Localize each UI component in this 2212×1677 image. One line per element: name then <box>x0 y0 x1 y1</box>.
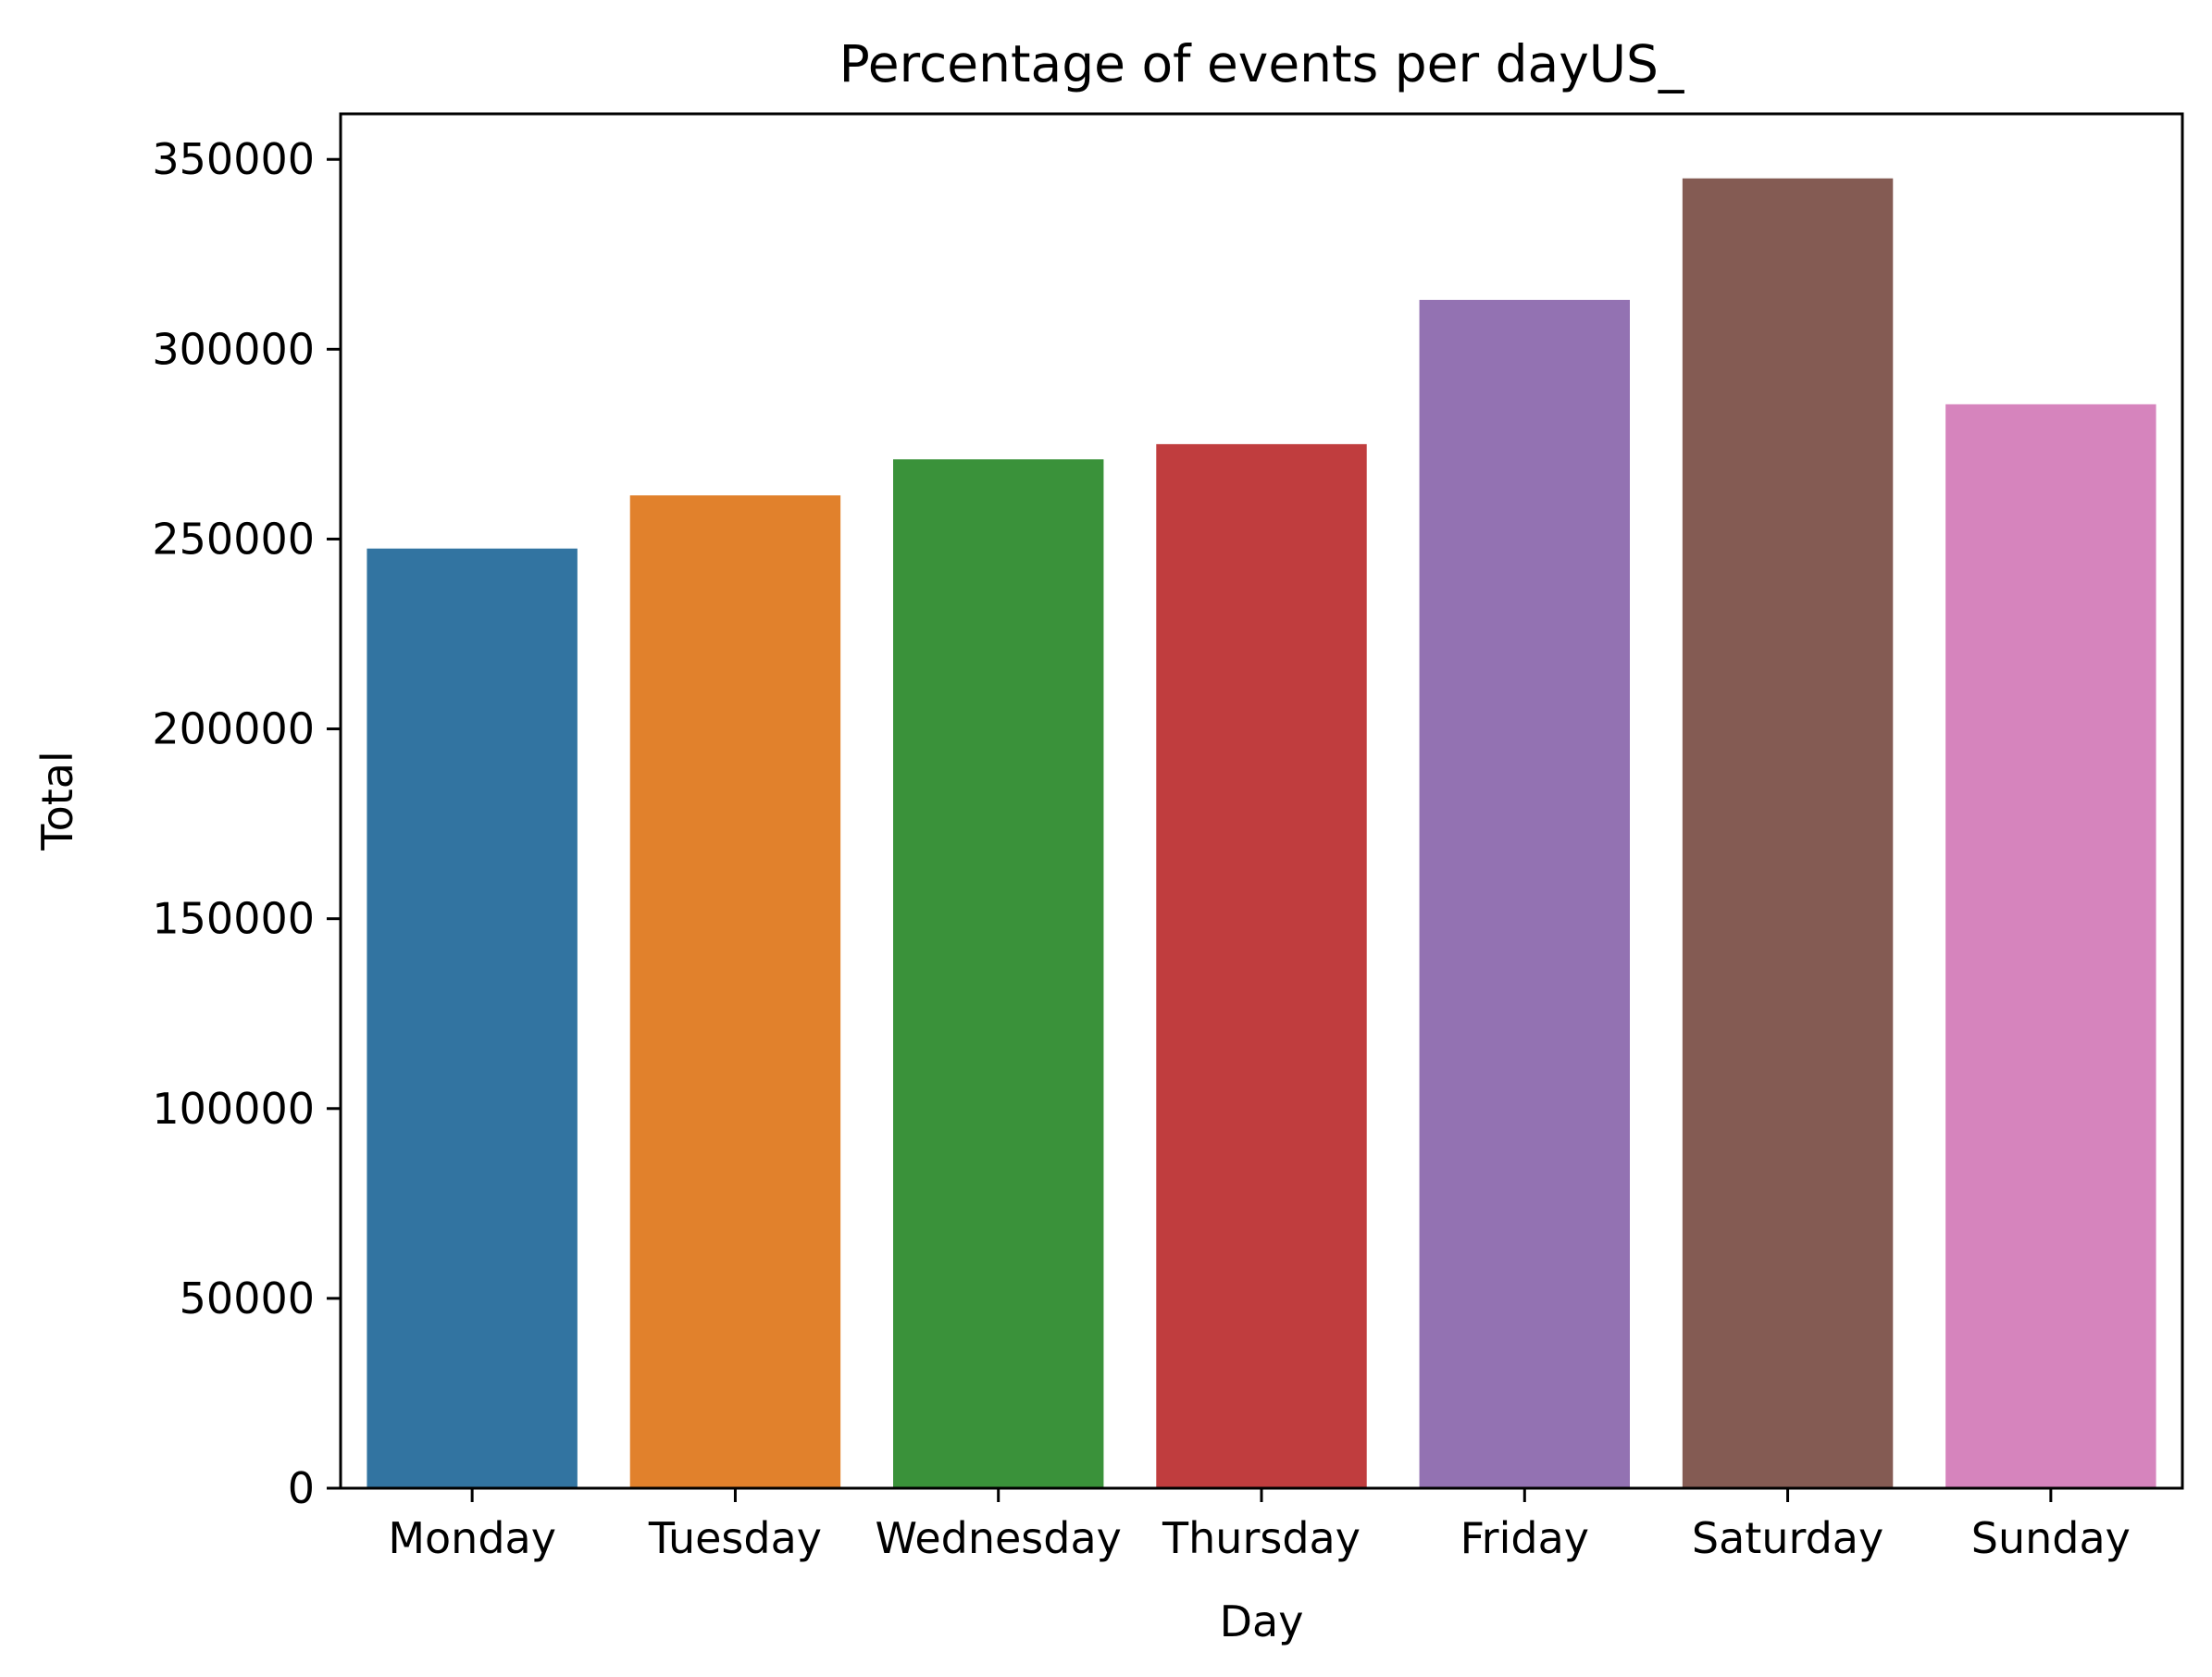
y-tick-label: 300000 <box>152 324 315 374</box>
x-axis-label: Day <box>1220 1596 1304 1646</box>
bar-saturday <box>1682 178 1894 1489</box>
x-tick-label: Wednesday <box>876 1513 1122 1563</box>
y-tick-label: 50000 <box>180 1273 315 1323</box>
x-tick-label: Friday <box>1460 1513 1589 1563</box>
x-axis-ticks: Monday Tuesday Wednesday Thursday Friday Satu… <box>388 1488 2131 1563</box>
y-tick-label: 350000 <box>152 134 315 184</box>
bar-tuesday <box>629 495 841 1488</box>
x-tick-label: Monday <box>388 1513 556 1563</box>
x-tick-label: Sunday <box>1971 1513 2131 1563</box>
bar-wednesday <box>893 459 1104 1488</box>
y-tick-label: 100000 <box>152 1084 315 1134</box>
y-axis-ticks: 0 50000 100000 150000 200000 250000 300000 3500… <box>152 134 341 1513</box>
y-tick-label: 150000 <box>152 894 315 944</box>
plot-frame <box>339 112 2184 1490</box>
bar-sunday <box>1945 404 2156 1488</box>
bar-thursday <box>1156 443 1367 1488</box>
bar-friday <box>1419 300 1630 1488</box>
x-tick-label: Tuesday <box>648 1513 822 1563</box>
y-tick-label: 0 <box>288 1463 315 1513</box>
y-tick-label: 200000 <box>152 704 315 754</box>
chart-title: Percentage of events per dayUS_ <box>839 34 1685 93</box>
x-tick-label: Thursday <box>1162 1513 1361 1563</box>
bar-monday <box>367 548 578 1488</box>
y-tick-label: 250000 <box>152 514 315 564</box>
bars-group <box>367 178 2156 1489</box>
y-axis-label: Total <box>32 751 82 851</box>
x-tick-label: Saturday <box>1692 1513 1883 1563</box>
